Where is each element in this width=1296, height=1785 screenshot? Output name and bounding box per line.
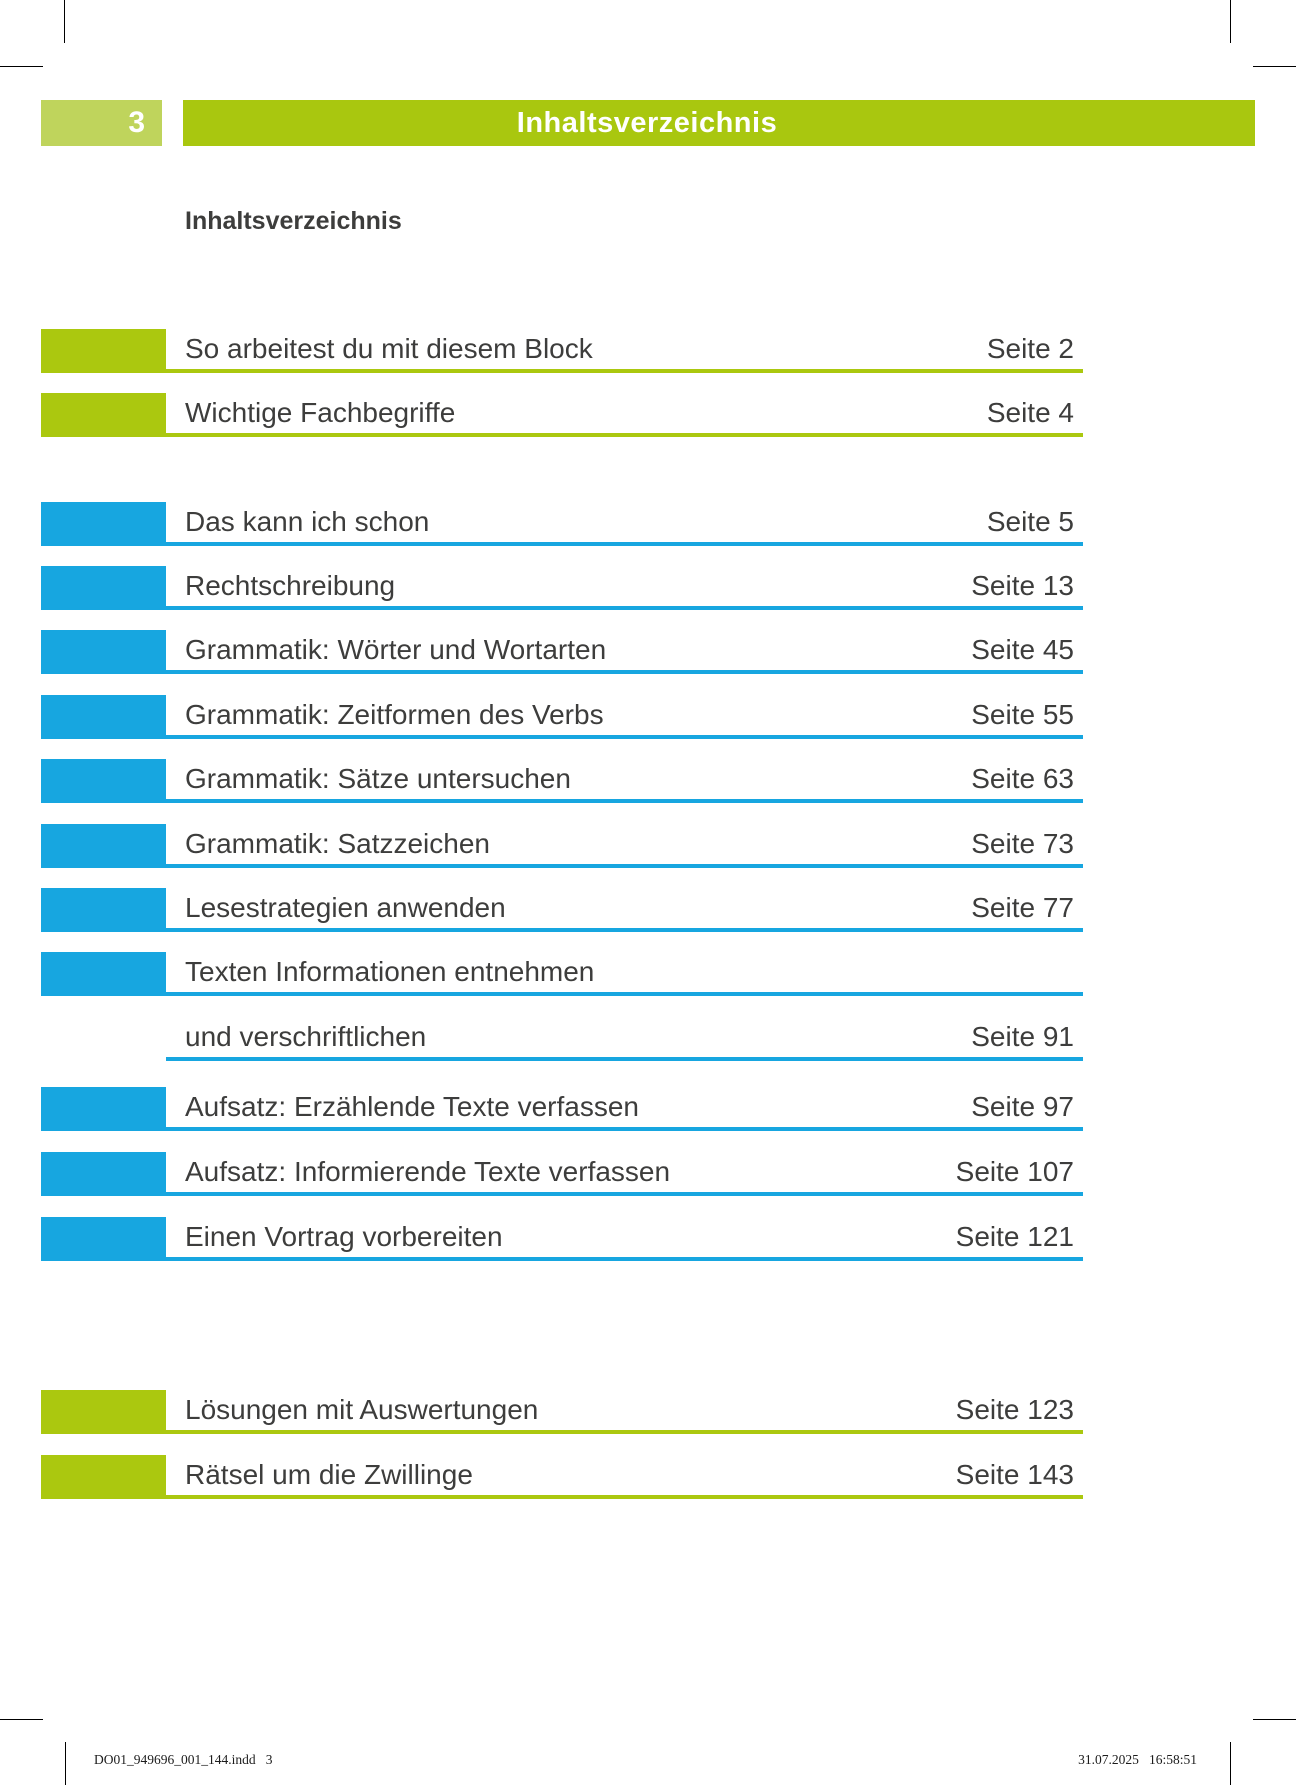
row-color-marker: [41, 1217, 166, 1261]
toc-row-page: Seite 63: [971, 763, 1074, 794]
row-rule: [166, 992, 1083, 996]
row-rule: [166, 1127, 1083, 1131]
toc-row-page: Seite 107: [955, 1156, 1074, 1187]
row-color-marker: [41, 393, 166, 437]
chapter-header-title: Inhaltsverzeichnis: [516, 106, 778, 139]
toc-row: Aufsatz: Informierende Texte verfassen S…: [41, 1152, 1083, 1196]
row-color-marker: [41, 1390, 166, 1434]
row-color-marker: [41, 1455, 166, 1499]
crop-mark-bottom-right-vertical: [1230, 1742, 1231, 1785]
crop-mark-bottom-right-horizontal: [1253, 1719, 1296, 1720]
crop-mark-top-right-horizontal: [1253, 66, 1296, 67]
toc-row: Grammatik: Wörter und Wortarten Seite 45: [41, 630, 1083, 674]
toc-row-title: Grammatik: Sätze untersuchen: [185, 763, 571, 794]
toc-row-page: Seite 45: [971, 634, 1074, 665]
toc-heading: Inhaltsverzeichnis: [185, 207, 402, 235]
row-color-marker: [41, 502, 166, 546]
row-rule: [166, 735, 1083, 739]
toc-row: Texten Informationen entnehmen: [41, 952, 1083, 996]
toc-row-page: Seite 91: [971, 1021, 1074, 1052]
print-slug-timestamp: 31.07.2025 16:58:51: [1078, 1752, 1197, 1767]
row-rule: [166, 542, 1083, 546]
toc-row-title: Grammatik: Satzzeichen: [185, 828, 490, 859]
row-color-marker: [41, 695, 166, 739]
print-slug-filename: DO01_949696_001_144.indd 3: [94, 1752, 273, 1767]
toc-row-title: So arbeitest du mit diesem Block: [185, 333, 593, 364]
toc-row-page: Seite 55: [971, 699, 1074, 730]
toc-row-page: Seite 2: [986, 333, 1074, 364]
toc-row-title: Aufsatz: Informierende Texte verfassen: [185, 1156, 671, 1187]
toc-row-title: Einen Vortrag vorbereiten: [185, 1221, 503, 1252]
row-rule: [166, 433, 1083, 437]
toc-row: Grammatik: Zeitformen des Verbs Seite 55: [41, 695, 1083, 739]
toc-row-page: Seite 77: [971, 892, 1074, 923]
toc-row: Grammatik: Sätze untersuchen Seite 63: [41, 759, 1083, 803]
row-color-marker: [41, 1087, 166, 1131]
row-color-marker: [41, 630, 166, 674]
crop-mark-bottom-left-vertical: [65, 1742, 66, 1785]
row-rule: [166, 1430, 1083, 1434]
chapter-header-bar: [183, 100, 1255, 146]
row-rule: [166, 1257, 1083, 1261]
crop-mark-top-left-vertical: [64, 0, 65, 43]
toc-row: So arbeitest du mit diesem Block Seite 2: [41, 329, 1083, 373]
row-rule: [166, 369, 1083, 373]
toc-row-title: Rätsel um die Zwillinge: [185, 1459, 473, 1490]
toc-row-title: Lesestrategien anwenden: [185, 892, 506, 923]
toc-row-page: Seite 121: [955, 1221, 1074, 1252]
row-rule: [166, 928, 1083, 932]
toc-row: Wichtige Fachbegriffe Seite 4: [41, 393, 1083, 437]
toc-row-page: Seite 73: [971, 828, 1074, 859]
toc-row-page: Seite 13: [971, 570, 1074, 601]
row-color-marker: [41, 824, 166, 868]
page-number-badge: 3: [41, 100, 162, 146]
row-rule: [166, 1057, 1083, 1061]
row-color-marker: [41, 329, 166, 373]
toc-row-title: Grammatik: Zeitformen des Verbs: [185, 699, 604, 730]
toc-row-continuation: und verschriftlichen Seite 91: [41, 1017, 1083, 1061]
row-rule: [166, 670, 1083, 674]
row-rule: [166, 1192, 1083, 1196]
toc-row: Lesestrategien anwenden Seite 77: [41, 888, 1083, 932]
toc-row-page: Seite 123: [955, 1394, 1074, 1425]
row-rule: [166, 864, 1083, 868]
toc-row-page: Seite 143: [955, 1459, 1074, 1490]
toc-row-title: Das kann ich schon: [185, 506, 430, 537]
toc-row: Grammatik: Satzzeichen Seite 73: [41, 824, 1083, 868]
toc-row: Rätsel um die Zwillinge Seite 143: [41, 1455, 1083, 1499]
toc-row: Lösungen mit Auswertungen Seite 123: [41, 1390, 1083, 1434]
row-color-marker: [41, 952, 166, 996]
toc-row-title: Aufsatz: Erzählende Texte verfassen: [185, 1091, 639, 1122]
toc-row-title: Lösungen mit Auswertungen: [185, 1394, 539, 1425]
row-color-marker: [41, 888, 166, 932]
toc-row: Das kann ich schon Seite 5: [41, 502, 1083, 546]
toc-row-title: Texten Informationen entnehmen: [185, 956, 595, 987]
row-rule: [166, 606, 1083, 610]
page-number: 3: [128, 106, 145, 139]
crop-mark-bottom-left-horizontal: [0, 1719, 43, 1720]
row-color-marker: [41, 566, 166, 610]
crop-mark-top-left-horizontal: [0, 66, 43, 67]
toc-row-title: Grammatik: Wörter und Wortarten: [185, 634, 607, 665]
toc-row-title: Rechtschreibung: [185, 570, 396, 601]
toc-row-page: Seite 4: [986, 397, 1074, 428]
toc-row-title: und verschriftlichen: [185, 1021, 427, 1052]
toc-row-page: Seite 5: [986, 506, 1074, 537]
row-rule: [166, 1495, 1083, 1499]
crop-mark-top-right-vertical: [1230, 0, 1231, 43]
toc-row-page: Seite 97: [971, 1091, 1074, 1122]
row-rule: [166, 799, 1083, 803]
toc-row: Rechtschreibung Seite 13: [41, 566, 1083, 610]
toc-row-title: Wichtige Fachbegriffe: [185, 397, 456, 428]
toc-row: Einen Vortrag vorbereiten Seite 121: [41, 1217, 1083, 1261]
toc-row: Aufsatz: Erzählende Texte verfassen Seit…: [41, 1087, 1083, 1131]
row-color-marker: [41, 759, 166, 803]
row-color-marker: [41, 1152, 166, 1196]
